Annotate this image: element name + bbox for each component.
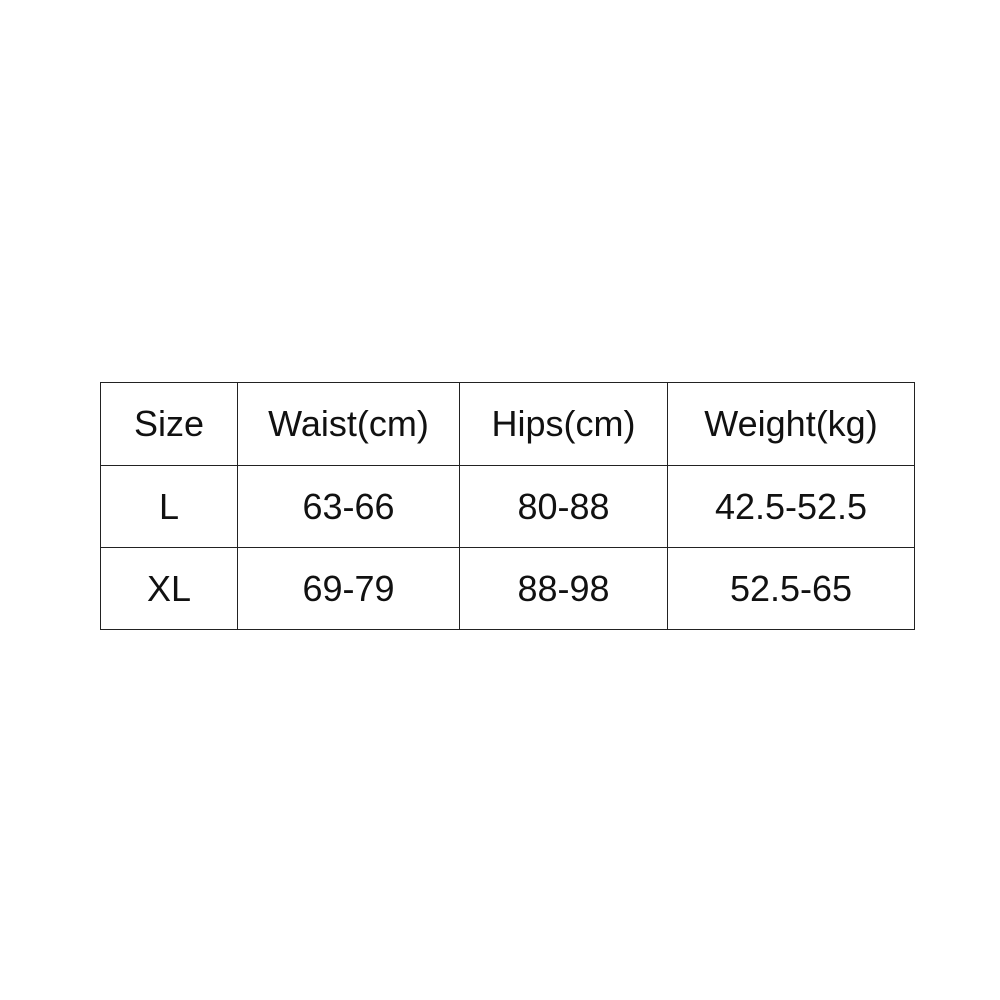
header-size: Size [100, 382, 238, 466]
cell-size: XL [100, 547, 238, 630]
cell-size: L [100, 465, 238, 548]
cell-waist: 63-66 [237, 465, 460, 548]
table-row: XL 69-79 88-98 52.5-65 [100, 547, 915, 630]
header-row: Size Waist(cm) Hips(cm) Weight(kg) [100, 382, 915, 466]
header-hips: Hips(cm) [459, 382, 668, 466]
table-row: L 63-66 80-88 42.5-52.5 [100, 465, 915, 548]
header-weight: Weight(kg) [667, 382, 915, 466]
cell-weight: 52.5-65 [667, 547, 915, 630]
cell-waist: 69-79 [237, 547, 460, 630]
header-waist: Waist(cm) [237, 382, 460, 466]
cell-weight: 42.5-52.5 [667, 465, 915, 548]
cell-hips: 88-98 [459, 547, 668, 630]
size-chart-table: Size Waist(cm) Hips(cm) Weight(kg) L 63-… [100, 382, 915, 630]
cell-hips: 80-88 [459, 465, 668, 548]
